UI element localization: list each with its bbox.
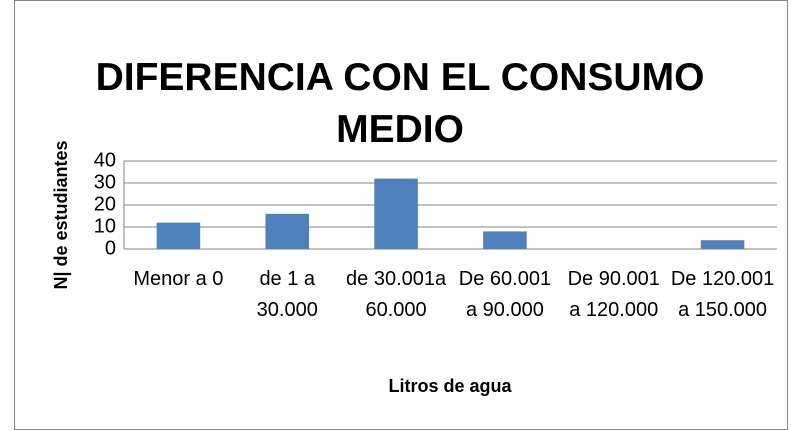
x-tick-label: de 30.001a 60.000 (346, 268, 447, 321)
y-tick-label: 0 (105, 237, 116, 259)
y-tick-label: 30 (94, 171, 116, 193)
y-axis-label: N| de estudiantes (51, 140, 71, 289)
chart-border (14, 0, 788, 430)
x-axis-label: Litros de agua (388, 376, 512, 396)
x-tick-label: Menor a 0 (133, 268, 224, 290)
y-tick-label: 20 (94, 193, 116, 215)
x-tick-label: De 120.001 a 150.000 (670, 268, 775, 321)
bar (374, 178, 418, 249)
bar (156, 222, 201, 249)
chart-title: DIFERENCIA CON EL CONSUMO MEDIO (95, 56, 705, 151)
bar (483, 231, 527, 249)
y-tick-label: 40 (94, 149, 116, 171)
y-tick-label: 10 (94, 215, 116, 237)
x-tick-label: De 90.001 a 120.000 (567, 268, 660, 321)
bar (700, 240, 745, 249)
x-tick-label: de 1 a 30.000 (256, 268, 318, 321)
x-tick-label: De 60.001 a 90.000 (458, 268, 552, 321)
bar (265, 213, 310, 249)
